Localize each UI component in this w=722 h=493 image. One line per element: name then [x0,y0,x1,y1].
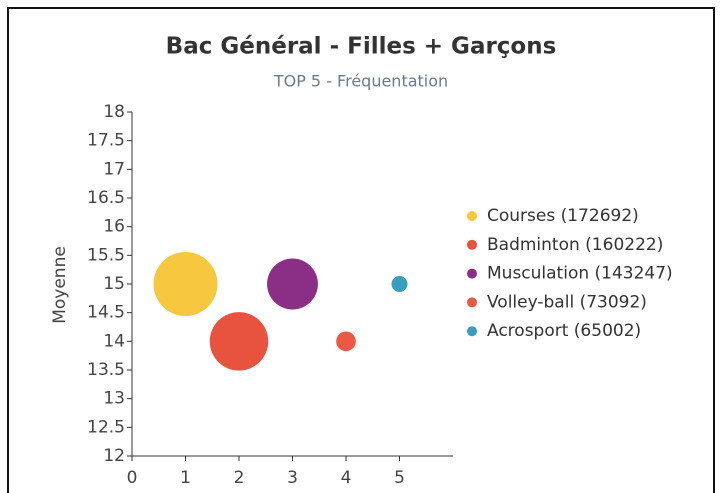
y-tick-label: 17 [103,159,125,179]
x-tick-label: 0 [127,468,138,488]
x-tick-label: 1 [180,468,191,488]
legend-label: Acrosport (65002) [487,321,641,341]
y-tick-label: 16.5 [87,188,125,208]
legend-label: Courses (172692) [487,206,639,226]
y-tick-label: 12 [103,446,125,466]
bubble [267,258,318,310]
y-tick-label: 13.5 [87,360,125,380]
legend-marker [467,326,477,337]
y-tick-label: 15.5 [87,245,125,265]
bubble [209,312,269,371]
x-tick-label: 5 [394,468,405,488]
bubble [153,252,218,316]
y-tick-label: 12.5 [87,417,125,437]
legend-marker [467,268,477,279]
y-tick-label: 14 [103,331,125,351]
y-tick-label: 17.5 [87,131,125,151]
y-tick-label: 14.5 [87,303,125,323]
x-tick-label: 4 [341,468,352,488]
y-tick-label: 13 [103,389,125,409]
chart-title: Bac Général - Filles + Garçons [166,34,557,60]
bubble [336,331,356,352]
legend-label: Badminton (160222) [487,235,663,255]
chart-subtitle: TOP 5 - Fréquentation [273,72,448,91]
legend-marker [467,211,477,221]
y-tick-label: 15 [103,274,125,294]
bubble [391,276,408,292]
y-axis-label: Moyenne [50,246,70,324]
y-tick-label: 16 [103,217,125,237]
frame [7,7,715,493]
legend-label: Volley-ball (73092) [487,292,647,312]
x-tick-label: 3 [287,468,298,488]
y-tick-label: 18 [103,102,125,122]
legend-marker [467,297,477,308]
x-tick-label: 2 [234,468,245,488]
legend-label: Musculation (143247) [487,264,673,284]
legend-marker [467,239,477,250]
